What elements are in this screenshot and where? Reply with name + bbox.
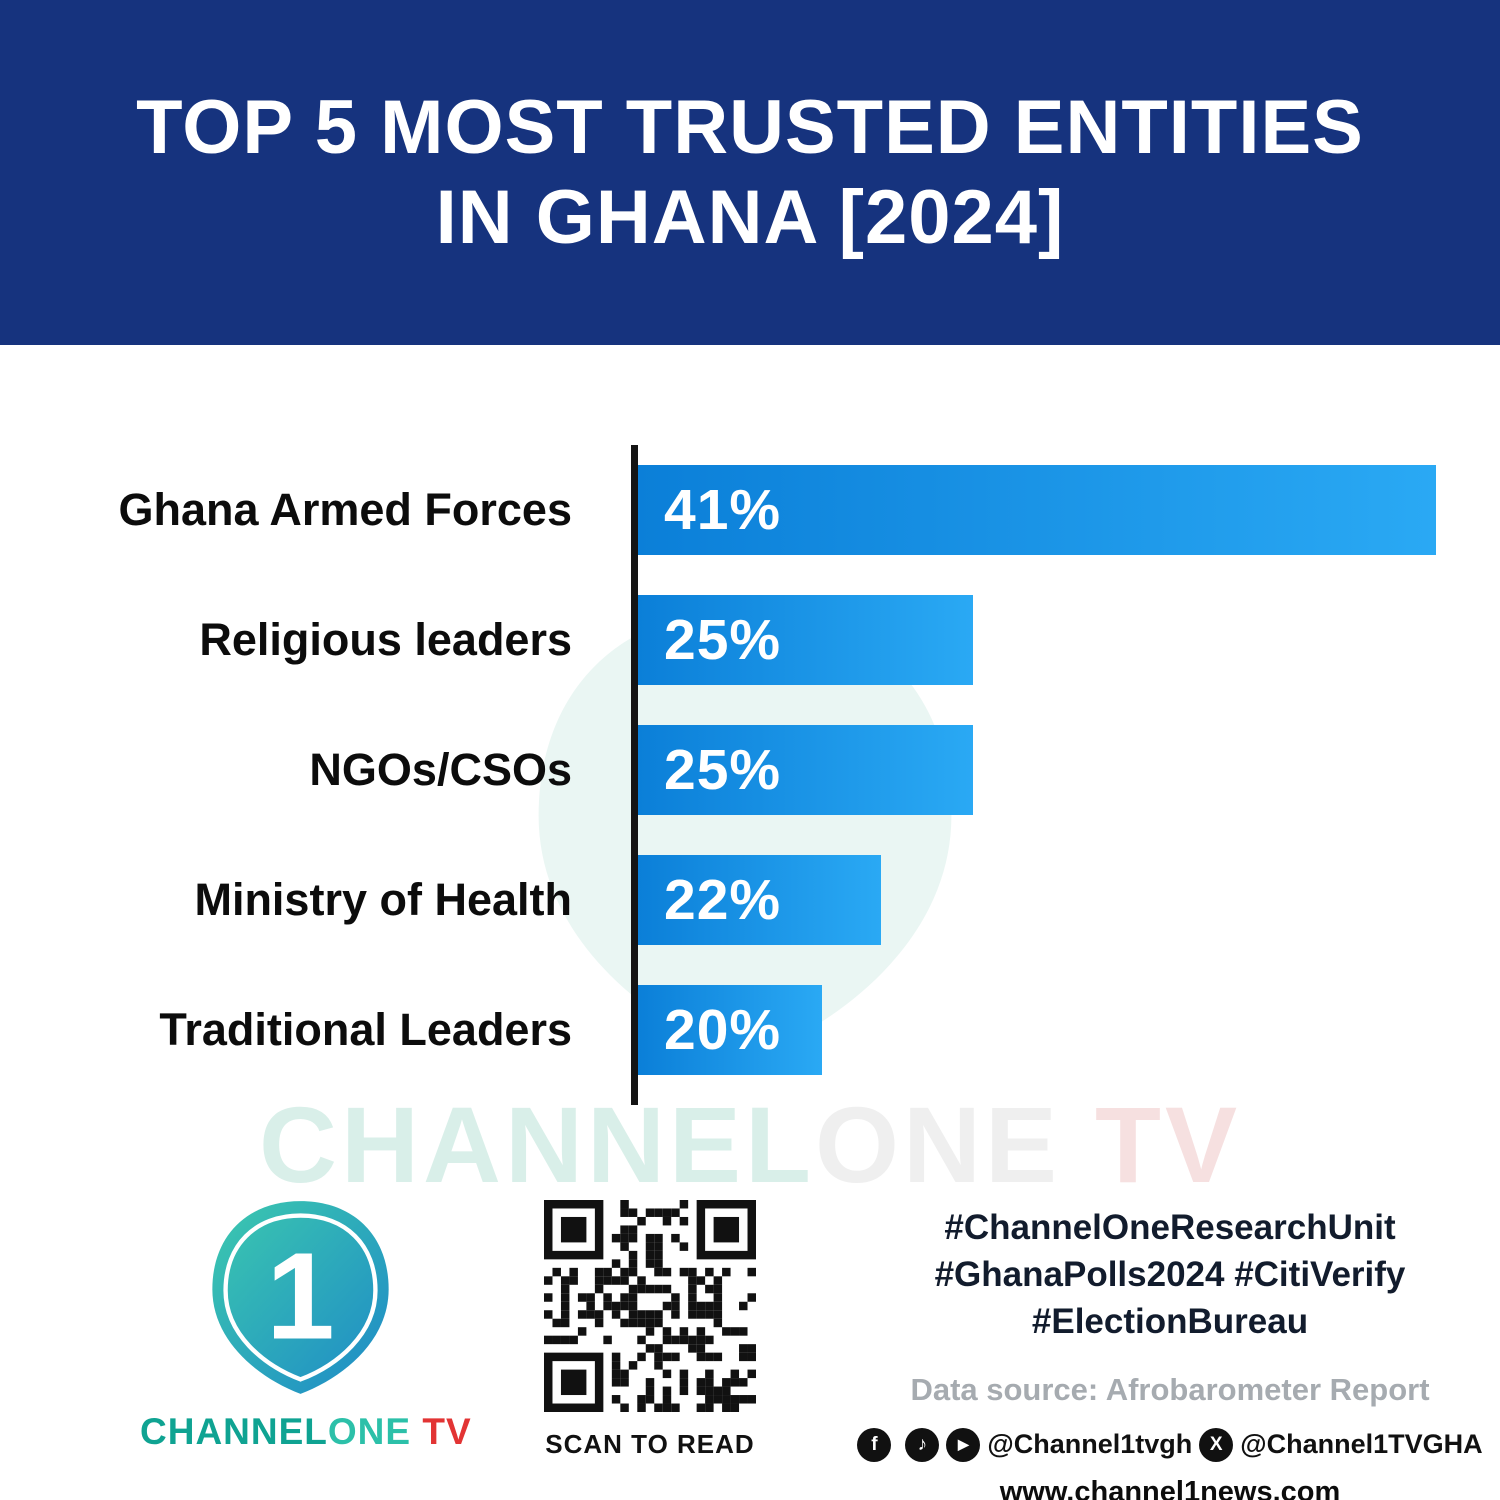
footer-right-column: #ChannelOneResearchUnit #GhanaPolls2024 …	[857, 1205, 1483, 1500]
bar: 25%	[638, 725, 974, 815]
hashtag-line: #GhanaPolls2024 #CitiVerify	[934, 1254, 1406, 1294]
bar-label: Traditional Leaders	[159, 1004, 572, 1055]
website-url: www.channel1news.com	[999, 1475, 1341, 1500]
bar-label: Ministry of Health	[194, 874, 572, 925]
chart-axis-line	[631, 445, 638, 1105]
page-title-line1: TOP 5 MOST TRUSTED ENTITIES	[136, 84, 1364, 170]
brand-wordmark-one: ONE	[327, 1411, 412, 1452]
qr-code	[544, 1200, 756, 1412]
bar-row: Traditional Leaders 20%	[0, 985, 1500, 1075]
channel-one-logo-icon: 1	[211, 1201, 389, 1394]
bar-label: Religious leaders	[199, 614, 572, 665]
watermark-part2: ONE	[814, 1084, 1061, 1205]
social-handle-2: @Channel1TVGHA	[1240, 1429, 1483, 1460]
social-row: f ♪ ▶ @Channel1tvgh X @Channel1TVGHA	[857, 1427, 1483, 1462]
bar-row: Ministry of Health 22%	[0, 855, 1500, 945]
tiktok-icon: ♪	[905, 1427, 940, 1462]
bar-value: 20%	[664, 998, 782, 1062]
brand-wordmark-tv: TV	[411, 1411, 472, 1452]
channel-one-logo-block: 1 CHANNELONE TV	[140, 1195, 471, 1453]
bar-row: Ghana Armed Forces 41%	[0, 465, 1500, 555]
facebook-icon: f	[857, 1427, 892, 1462]
brand-watermark-text: CHANNELONE TV	[0, 1082, 1500, 1207]
bar-row: NGOs/CSOs 25%	[0, 725, 1500, 815]
x-icon: X	[1199, 1427, 1234, 1462]
youtube-icon: ▶	[946, 1427, 981, 1462]
brand-wordmark-channel: CHANNEL	[140, 1411, 328, 1452]
chart-rows: Ghana Armed Forces 41% Religious leaders…	[0, 465, 1500, 1075]
watermark-part1: CHANNEL	[258, 1084, 815, 1205]
bar: 41%	[638, 465, 1436, 555]
watermark-part3: TV	[1061, 1084, 1242, 1205]
bar-value: 25%	[664, 608, 782, 672]
bar: 20%	[638, 985, 822, 1075]
bar-value: 25%	[664, 738, 782, 802]
page-title-line2: IN GHANA [2024]	[435, 174, 1065, 260]
bar: 22%	[638, 855, 882, 945]
bar-value: 41%	[664, 478, 782, 542]
bar-label: Ghana Armed Forces	[118, 484, 572, 535]
bar-row: Religious leaders 25%	[0, 595, 1500, 685]
data-source-text: Data source: Afrobarometer Report	[910, 1371, 1430, 1407]
logo-numeral: 1	[266, 1229, 334, 1366]
bar-chart: Ghana Armed Forces 41% Religious leaders…	[0, 445, 1500, 1105]
hashtag-line: #ElectionBureau	[1031, 1301, 1309, 1341]
social-handle-1: @Channel1tvgh	[987, 1429, 1193, 1460]
background-shield-watermark-icon	[538, 609, 952, 1061]
bar: 25%	[638, 595, 974, 685]
qr-block: SCAN TO READ	[540, 1200, 760, 1460]
brand-wordmark: CHANNELONE TV	[140, 1411, 471, 1453]
bar-label: NGOs/CSOs	[309, 744, 572, 795]
hashtag-line: #ChannelOneResearchUnit	[944, 1208, 1396, 1247]
header-banner: TOP 5 MOST TRUSTED ENTITIES IN GHANA [20…	[0, 0, 1500, 345]
qr-caption: SCAN TO READ	[545, 1429, 755, 1459]
bar-value: 22%	[664, 868, 782, 932]
